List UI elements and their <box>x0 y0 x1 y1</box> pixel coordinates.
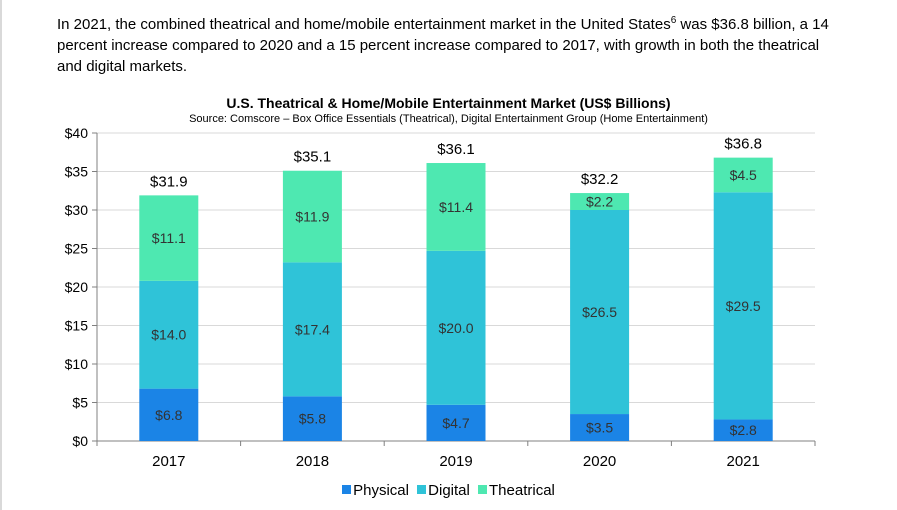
bar-segment-digital <box>282 262 342 397</box>
bar-segment-theatrical <box>426 163 486 251</box>
left-border <box>0 0 2 510</box>
data-label-digital: $29.5 <box>726 298 761 314</box>
legend-label-theatrical: Theatrical <box>489 482 555 499</box>
y-tick-label: $0 <box>72 433 88 449</box>
data-label-theatrical: $11.1 <box>152 230 186 246</box>
bar-segment-physical <box>426 404 486 441</box>
legend-label-physical: Physical <box>353 482 409 499</box>
legend-swatch-digital <box>417 485 427 494</box>
data-label-physical: $6.8 <box>155 407 182 423</box>
legend-swatch-physical <box>342 485 352 494</box>
data-label-physical: $4.7 <box>442 415 469 431</box>
chart-title: U.S. Theatrical & Home/Mobile Entertainm… <box>226 95 671 111</box>
x-tick-label: 2017 <box>152 453 185 470</box>
bar-segment-digital <box>713 192 773 420</box>
total-label: $35.1 <box>294 149 332 166</box>
legend-swatch-theatrical <box>478 485 488 494</box>
bar-segment-digital <box>139 280 199 389</box>
bar-segment-theatrical <box>713 157 773 193</box>
data-label-physical: $3.5 <box>586 420 613 436</box>
y-tick-label: $5 <box>72 395 88 411</box>
bar-segment-digital <box>426 250 486 405</box>
data-label-digital: $17.4 <box>295 321 330 337</box>
intro-text-part2: was $36.8 billion, a 14 percent increase… <box>57 16 829 75</box>
y-tick-label: $40 <box>65 125 89 141</box>
intro-paragraph: In 2021, the combined theatrical and hom… <box>57 14 847 77</box>
bar-segment-physical <box>570 414 630 441</box>
legend-label-digital: Digital <box>428 482 470 499</box>
total-label: $32.2 <box>581 171 619 188</box>
bar-segment-physical <box>139 388 199 441</box>
x-tick-label: 2018 <box>296 453 329 470</box>
total-label: $36.1 <box>437 141 475 158</box>
bar-segment-theatrical <box>570 193 630 210</box>
x-tick-label: 2019 <box>439 453 472 470</box>
data-label-digital: $20.0 <box>438 320 473 336</box>
bar-segment-physical <box>282 396 342 441</box>
data-label-physical: $2.8 <box>730 422 757 438</box>
legend-item-theatrical: Theatrical <box>478 482 555 499</box>
y-tick-label: $10 <box>65 356 89 372</box>
total-label: $36.8 <box>724 136 762 153</box>
data-label-digital: $14.0 <box>151 327 186 343</box>
total-label: $31.9 <box>150 173 188 190</box>
x-tick-label: 2020 <box>583 453 616 470</box>
y-tick-label: $35 <box>65 164 89 180</box>
data-label-theatrical: $2.2 <box>586 194 613 210</box>
bar-segment-theatrical <box>139 195 199 281</box>
data-label-theatrical: $11.4 <box>439 199 473 215</box>
data-label-theatrical: $11.9 <box>295 209 329 225</box>
footnote-marker: 6 <box>670 15 677 26</box>
bar-segment-digital <box>570 210 630 415</box>
legend-item-physical: Physical <box>342 482 409 499</box>
y-tick-label: $15 <box>65 318 89 334</box>
data-label-physical: $5.8 <box>299 411 326 427</box>
y-tick-label: $20 <box>65 279 89 295</box>
intro-text-part1: In 2021, the combined theatrical and hom… <box>57 16 671 33</box>
data-label-digital: $26.5 <box>582 304 617 320</box>
data-label-theatrical: $4.5 <box>730 167 757 183</box>
y-tick-label: $25 <box>65 241 89 257</box>
chart-subtitle: Source: Comscore – Box Office Essentials… <box>189 113 708 125</box>
chart-legend: Physical Digital Theatrical <box>0 482 897 499</box>
legend-item-digital: Digital <box>417 482 470 499</box>
x-tick-label: 2021 <box>727 453 760 470</box>
y-tick-label: $30 <box>65 202 89 218</box>
bar-segment-theatrical <box>282 170 342 263</box>
bar-segment-physical <box>713 419 773 441</box>
